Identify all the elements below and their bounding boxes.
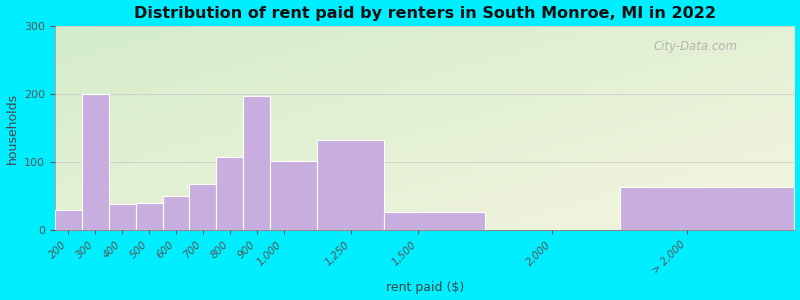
Title: Distribution of rent paid by renters in South Monroe, MI in 2022: Distribution of rent paid by renters in …	[134, 6, 716, 21]
Bar	[243, 96, 270, 230]
Bar	[162, 196, 190, 230]
Text: City-Data.com: City-Data.com	[654, 40, 738, 53]
Bar	[620, 187, 794, 230]
Y-axis label: households: households	[6, 92, 18, 164]
X-axis label: rent paid ($): rent paid ($)	[386, 281, 464, 294]
Bar	[270, 161, 317, 230]
Bar	[190, 184, 216, 230]
Bar	[317, 140, 384, 230]
Bar	[82, 94, 109, 230]
Bar	[216, 157, 243, 230]
Bar	[136, 203, 162, 230]
Bar	[109, 204, 136, 230]
Bar	[55, 210, 82, 230]
Bar	[384, 212, 486, 230]
